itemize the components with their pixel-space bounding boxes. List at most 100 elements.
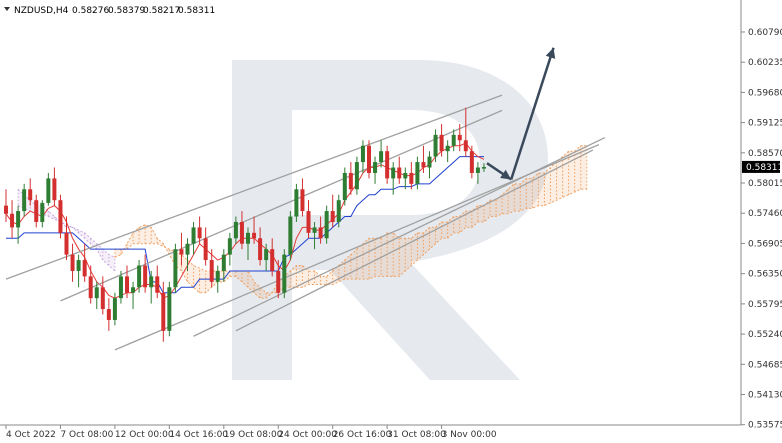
candle-body xyxy=(306,211,311,233)
candle-body xyxy=(179,249,184,255)
candle xyxy=(22,183,27,217)
channel-line-1 xyxy=(60,109,503,302)
candle-body xyxy=(300,189,305,212)
time-tick-label: 14 Oct 16:00 xyxy=(169,430,228,440)
price-tick-label: 0.56350 xyxy=(748,270,782,280)
price-axis[interactable]: 0.60790 0.60235 0.59680 0.59125 0.58570 0.580… xyxy=(741,28,782,431)
candle-body xyxy=(239,221,244,244)
cloud-bullish-span-b xyxy=(114,188,587,294)
candle-body xyxy=(215,270,220,282)
channel-line-0 xyxy=(5,94,503,280)
candle-body xyxy=(439,134,444,152)
candle-body xyxy=(391,167,396,179)
candle xyxy=(215,265,220,293)
cloud-bullish-span-a xyxy=(114,145,587,299)
price-tick-label: 0.57460 xyxy=(748,209,782,219)
candle-body xyxy=(10,213,15,228)
candle xyxy=(137,260,142,293)
time-tick-label: 19 Oct 08:00 xyxy=(224,430,283,440)
candle-body xyxy=(348,172,353,190)
candle xyxy=(246,227,250,261)
candle-body xyxy=(112,298,117,320)
candle xyxy=(88,265,93,304)
symbol-label: NZDUSD,H4 xyxy=(14,6,69,16)
candle xyxy=(306,200,311,239)
candle xyxy=(360,140,365,173)
candle-body xyxy=(288,216,293,255)
candle-body xyxy=(367,145,371,173)
candle-body xyxy=(76,260,81,271)
price-tick-label: 0.54685 xyxy=(748,360,782,370)
candle-body xyxy=(276,270,281,293)
candle xyxy=(276,260,281,299)
candle-body xyxy=(4,205,8,214)
candle xyxy=(46,172,51,206)
candle-body xyxy=(82,260,87,277)
close-value: 0.58311 xyxy=(178,6,215,16)
trend-channel xyxy=(5,94,606,351)
candle-body xyxy=(318,227,323,239)
price-tick-label: 0.55795 xyxy=(748,300,782,310)
candle xyxy=(100,276,105,315)
candle-body xyxy=(155,276,160,293)
price-tick-label: 0.58015 xyxy=(748,179,782,189)
candle xyxy=(469,145,474,179)
candle-body xyxy=(28,189,33,201)
candle-body xyxy=(143,265,148,288)
candle-body xyxy=(457,134,462,141)
candle xyxy=(342,167,347,206)
candle-body xyxy=(427,156,432,168)
candle-body xyxy=(421,162,426,168)
candle xyxy=(433,129,438,163)
candle-body xyxy=(397,167,402,179)
candle xyxy=(391,162,396,195)
candle-body xyxy=(137,265,142,288)
price-tick-label: 0.56905 xyxy=(748,239,782,249)
current-price-box xyxy=(742,160,780,173)
candle-body xyxy=(167,287,172,331)
candle xyxy=(52,167,57,206)
time-tick-label: 26 Oct 16:00 xyxy=(333,430,392,440)
arrow-head-icon xyxy=(545,47,556,59)
candle xyxy=(282,249,287,299)
candle xyxy=(155,265,160,299)
candle xyxy=(161,281,166,342)
candle xyxy=(379,140,384,168)
forecast-arrows xyxy=(486,47,556,181)
candle-body xyxy=(88,276,93,299)
candle-body xyxy=(463,140,468,152)
candle xyxy=(264,243,269,271)
candle-body xyxy=(445,145,450,152)
candle xyxy=(167,281,172,337)
time-tick-label: 4 Oct 2022 xyxy=(6,430,56,440)
time-tick-label: 12 Oct 00:00 xyxy=(115,430,174,440)
high-value: 0.58379 xyxy=(108,6,145,16)
candle xyxy=(118,270,123,304)
candle-body xyxy=(385,151,390,179)
candle-body xyxy=(131,287,136,293)
candle xyxy=(191,221,196,255)
candle xyxy=(481,163,486,172)
candle xyxy=(427,151,432,179)
candle-body xyxy=(433,134,438,157)
candle-body xyxy=(52,178,57,201)
candle-body xyxy=(360,145,365,163)
candle xyxy=(40,200,45,228)
candle xyxy=(409,162,414,190)
dropdown-arrow-icon[interactable] xyxy=(4,7,10,11)
candle-body xyxy=(161,292,166,331)
candle xyxy=(270,238,275,277)
cloud-bearish-span-a xyxy=(17,188,116,272)
candle xyxy=(94,281,99,310)
price-tick-label: 0.60235 xyxy=(748,58,782,68)
candle-body xyxy=(40,202,45,222)
candle xyxy=(288,211,293,261)
time-tick-label: 31 Oct 08:00 xyxy=(387,430,446,440)
candle xyxy=(149,270,154,304)
candle xyxy=(173,243,178,293)
candle xyxy=(82,243,87,282)
candle xyxy=(70,243,75,282)
